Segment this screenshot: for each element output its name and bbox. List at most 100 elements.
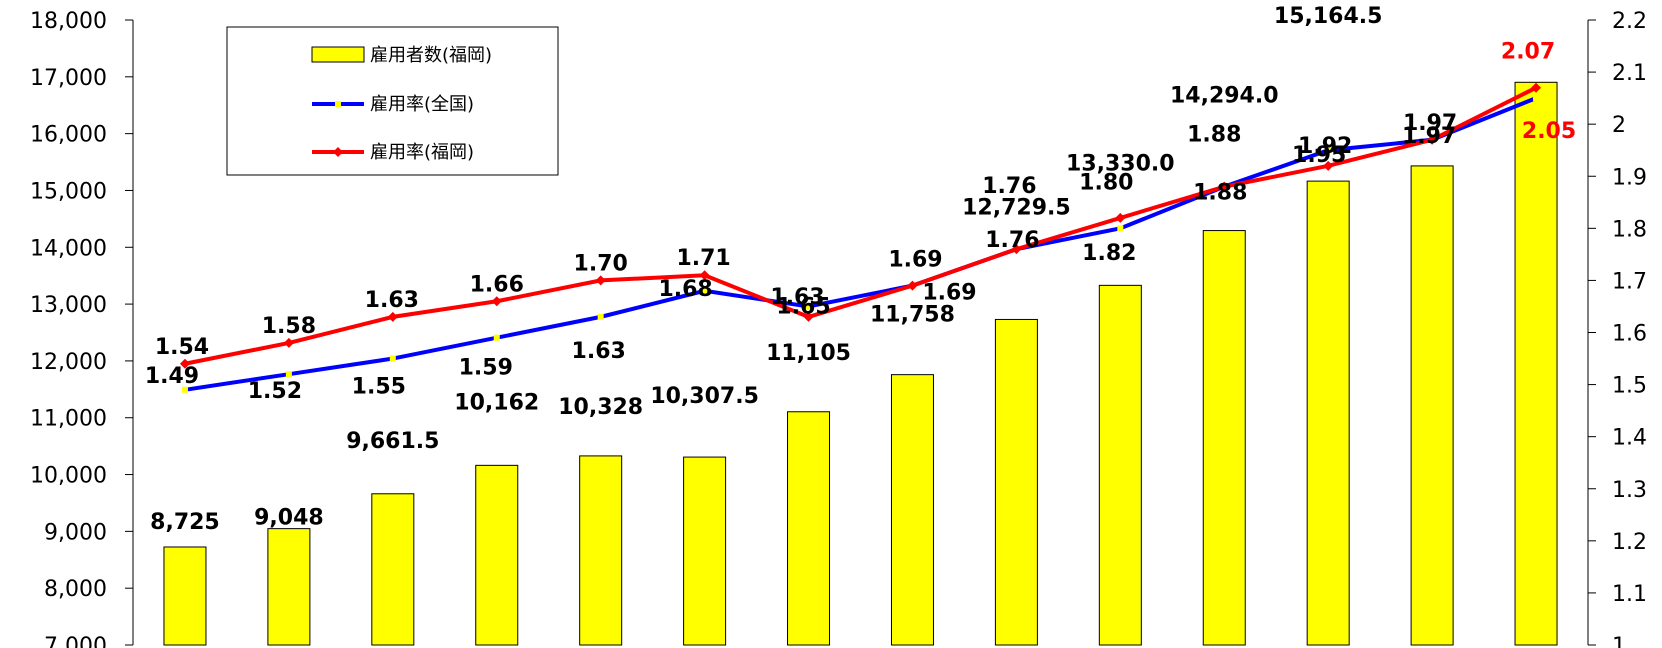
national-rate-label: 1.76 [985, 228, 1039, 253]
national-rate-label: 1.63 [572, 339, 626, 364]
bar-value-label: 12,729.5 [962, 195, 1071, 220]
right-tick-label: 2.1 [1612, 61, 1647, 86]
bar [1202, 230, 1246, 646]
bar-series [163, 81, 1558, 646]
right-tick-label: 1.2 [1612, 530, 1647, 555]
left-tick-label: 18,000 [30, 9, 107, 34]
national-rate-label: 1.52 [248, 379, 302, 404]
fukuoka-rate-label: 1.76 [982, 174, 1036, 199]
fukuoka-rate-label: 1.88 [1193, 181, 1247, 206]
line-fukuoka [184, 85, 1537, 366]
right-tick-label: 1.4 [1612, 426, 1647, 451]
point-fukuoka [595, 275, 606, 286]
bar [1514, 81, 1558, 646]
point-fukuoka [283, 337, 294, 348]
fukuoka-rate-label: 1.82 [1082, 241, 1136, 266]
fukuoka-rate-label: 1.54 [155, 335, 209, 360]
right-tick-label: 1.6 [1612, 322, 1647, 347]
point-national [1325, 147, 1332, 154]
point-national [285, 371, 292, 378]
national-rate-label: 1.68 [658, 277, 712, 302]
legend-marker-national [335, 101, 341, 107]
right-tick-label: 1.8 [1612, 217, 1647, 242]
legend-label-national: 雇用率(全国) [370, 94, 474, 115]
left-tick-label: 12,000 [30, 350, 107, 375]
right-tick-label: 1.3 [1612, 478, 1647, 503]
national-rate-label: 1.95 [1292, 143, 1346, 168]
fukuoka-rate-label: 1.58 [262, 314, 316, 339]
legend-marker-fukuoka [333, 147, 343, 157]
left-y-axis: 7,000 8,000 9,000 10,000 11,000 12,000 13,000 1… [30, 9, 134, 648]
point-fukuoka [387, 311, 398, 322]
left-tick-label: 13,000 [30, 293, 107, 318]
bar [579, 455, 623, 646]
national-rate-label: 1.80 [1079, 170, 1133, 195]
fukuoka-rate-label: 1.63 [770, 285, 824, 310]
fukuoka-rate-label: 1.63 [365, 288, 419, 313]
national-rate-label: 1.65 [776, 294, 830, 319]
line-series [179, 82, 1542, 393]
national-rate-label: 1.69 [922, 281, 976, 306]
bar [1306, 180, 1350, 646]
bar-value-label: 15,164.5 [1274, 4, 1383, 29]
right-tick-label: 1 [1612, 634, 1626, 648]
point-national [1533, 95, 1540, 102]
bar-value-label: 8,725 [150, 510, 220, 535]
point-fukuoka [1427, 134, 1438, 145]
fukuoka-rate-label: 1.92 [1298, 134, 1352, 159]
legend-label-fukuoka: 雇用率(福岡) [370, 142, 474, 163]
bar [787, 411, 831, 646]
left-tick-label: 10,000 [30, 464, 107, 489]
bar [475, 464, 519, 646]
bar [683, 456, 727, 646]
right-y-axis: 1 1.1 1.2 1.3 1.4 1.5 1.6 1.7 1.8 1.9 2 2.1 2.2 [1587, 9, 1647, 648]
point-national [805, 303, 812, 310]
point-fukuoka [1531, 82, 1542, 93]
national-rate-label: 1.97 [1402, 124, 1456, 149]
right-tick-label: 2 [1612, 113, 1626, 138]
fukuoka-rate-label: 1.66 [470, 272, 524, 297]
left-tick-label: 8,000 [44, 577, 107, 602]
national-rate-label: 1.88 [1187, 123, 1241, 148]
fukuoka-rate-label: 1.70 [574, 251, 628, 276]
point-fukuoka [1219, 181, 1230, 192]
bar-value-label: 10,328 [558, 395, 643, 420]
left-tick-label: 16,000 [30, 123, 107, 148]
legend: 雇用者数(福岡) 雇用率(全国) 雇用率(福岡) [226, 26, 559, 176]
point-national [597, 313, 604, 320]
national-rate-label: 2.05 [1522, 119, 1576, 144]
bar [163, 546, 207, 646]
bar-value-label: 11,105 [766, 341, 851, 366]
right-tick-label: 1.9 [1612, 165, 1647, 190]
right-tick-label: 1.1 [1612, 582, 1647, 607]
bar-value-label: 9,048 [254, 506, 324, 531]
bar-value-label: 14,294.0 [1170, 84, 1279, 109]
fukuoka-rate-label: 1.71 [676, 246, 730, 271]
national-rate-label: 1.55 [352, 375, 406, 400]
point-fukuoka [1011, 244, 1022, 255]
right-tick-label: 2.2 [1612, 9, 1647, 34]
bar [1410, 165, 1454, 646]
national-rate-label: 1.49 [145, 364, 199, 389]
left-tick-label: 15,000 [30, 179, 107, 204]
point-national [493, 334, 500, 341]
left-tick-label: 14,000 [30, 236, 107, 261]
bar-value-label: 10,307.5 [650, 384, 759, 409]
bar-value-label: 13,330.0 [1066, 151, 1175, 176]
point-national [181, 386, 188, 393]
legend-swatch-bar [311, 46, 365, 63]
point-fukuoka [1115, 212, 1126, 223]
point-national [389, 355, 396, 362]
point-fukuoka [179, 358, 190, 369]
point-fukuoka [803, 311, 814, 322]
right-tick-label: 1.7 [1612, 269, 1647, 294]
point-fukuoka [1323, 160, 1334, 171]
right-tick-label: 1.5 [1612, 374, 1647, 399]
point-national [701, 287, 708, 294]
bar-value-label: 10,162 [454, 390, 539, 415]
bar [267, 528, 311, 646]
fukuoka-rate-label: 2.07 [1501, 40, 1555, 65]
point-fukuoka [907, 280, 918, 291]
left-tick-label: 7,000 [44, 634, 107, 648]
